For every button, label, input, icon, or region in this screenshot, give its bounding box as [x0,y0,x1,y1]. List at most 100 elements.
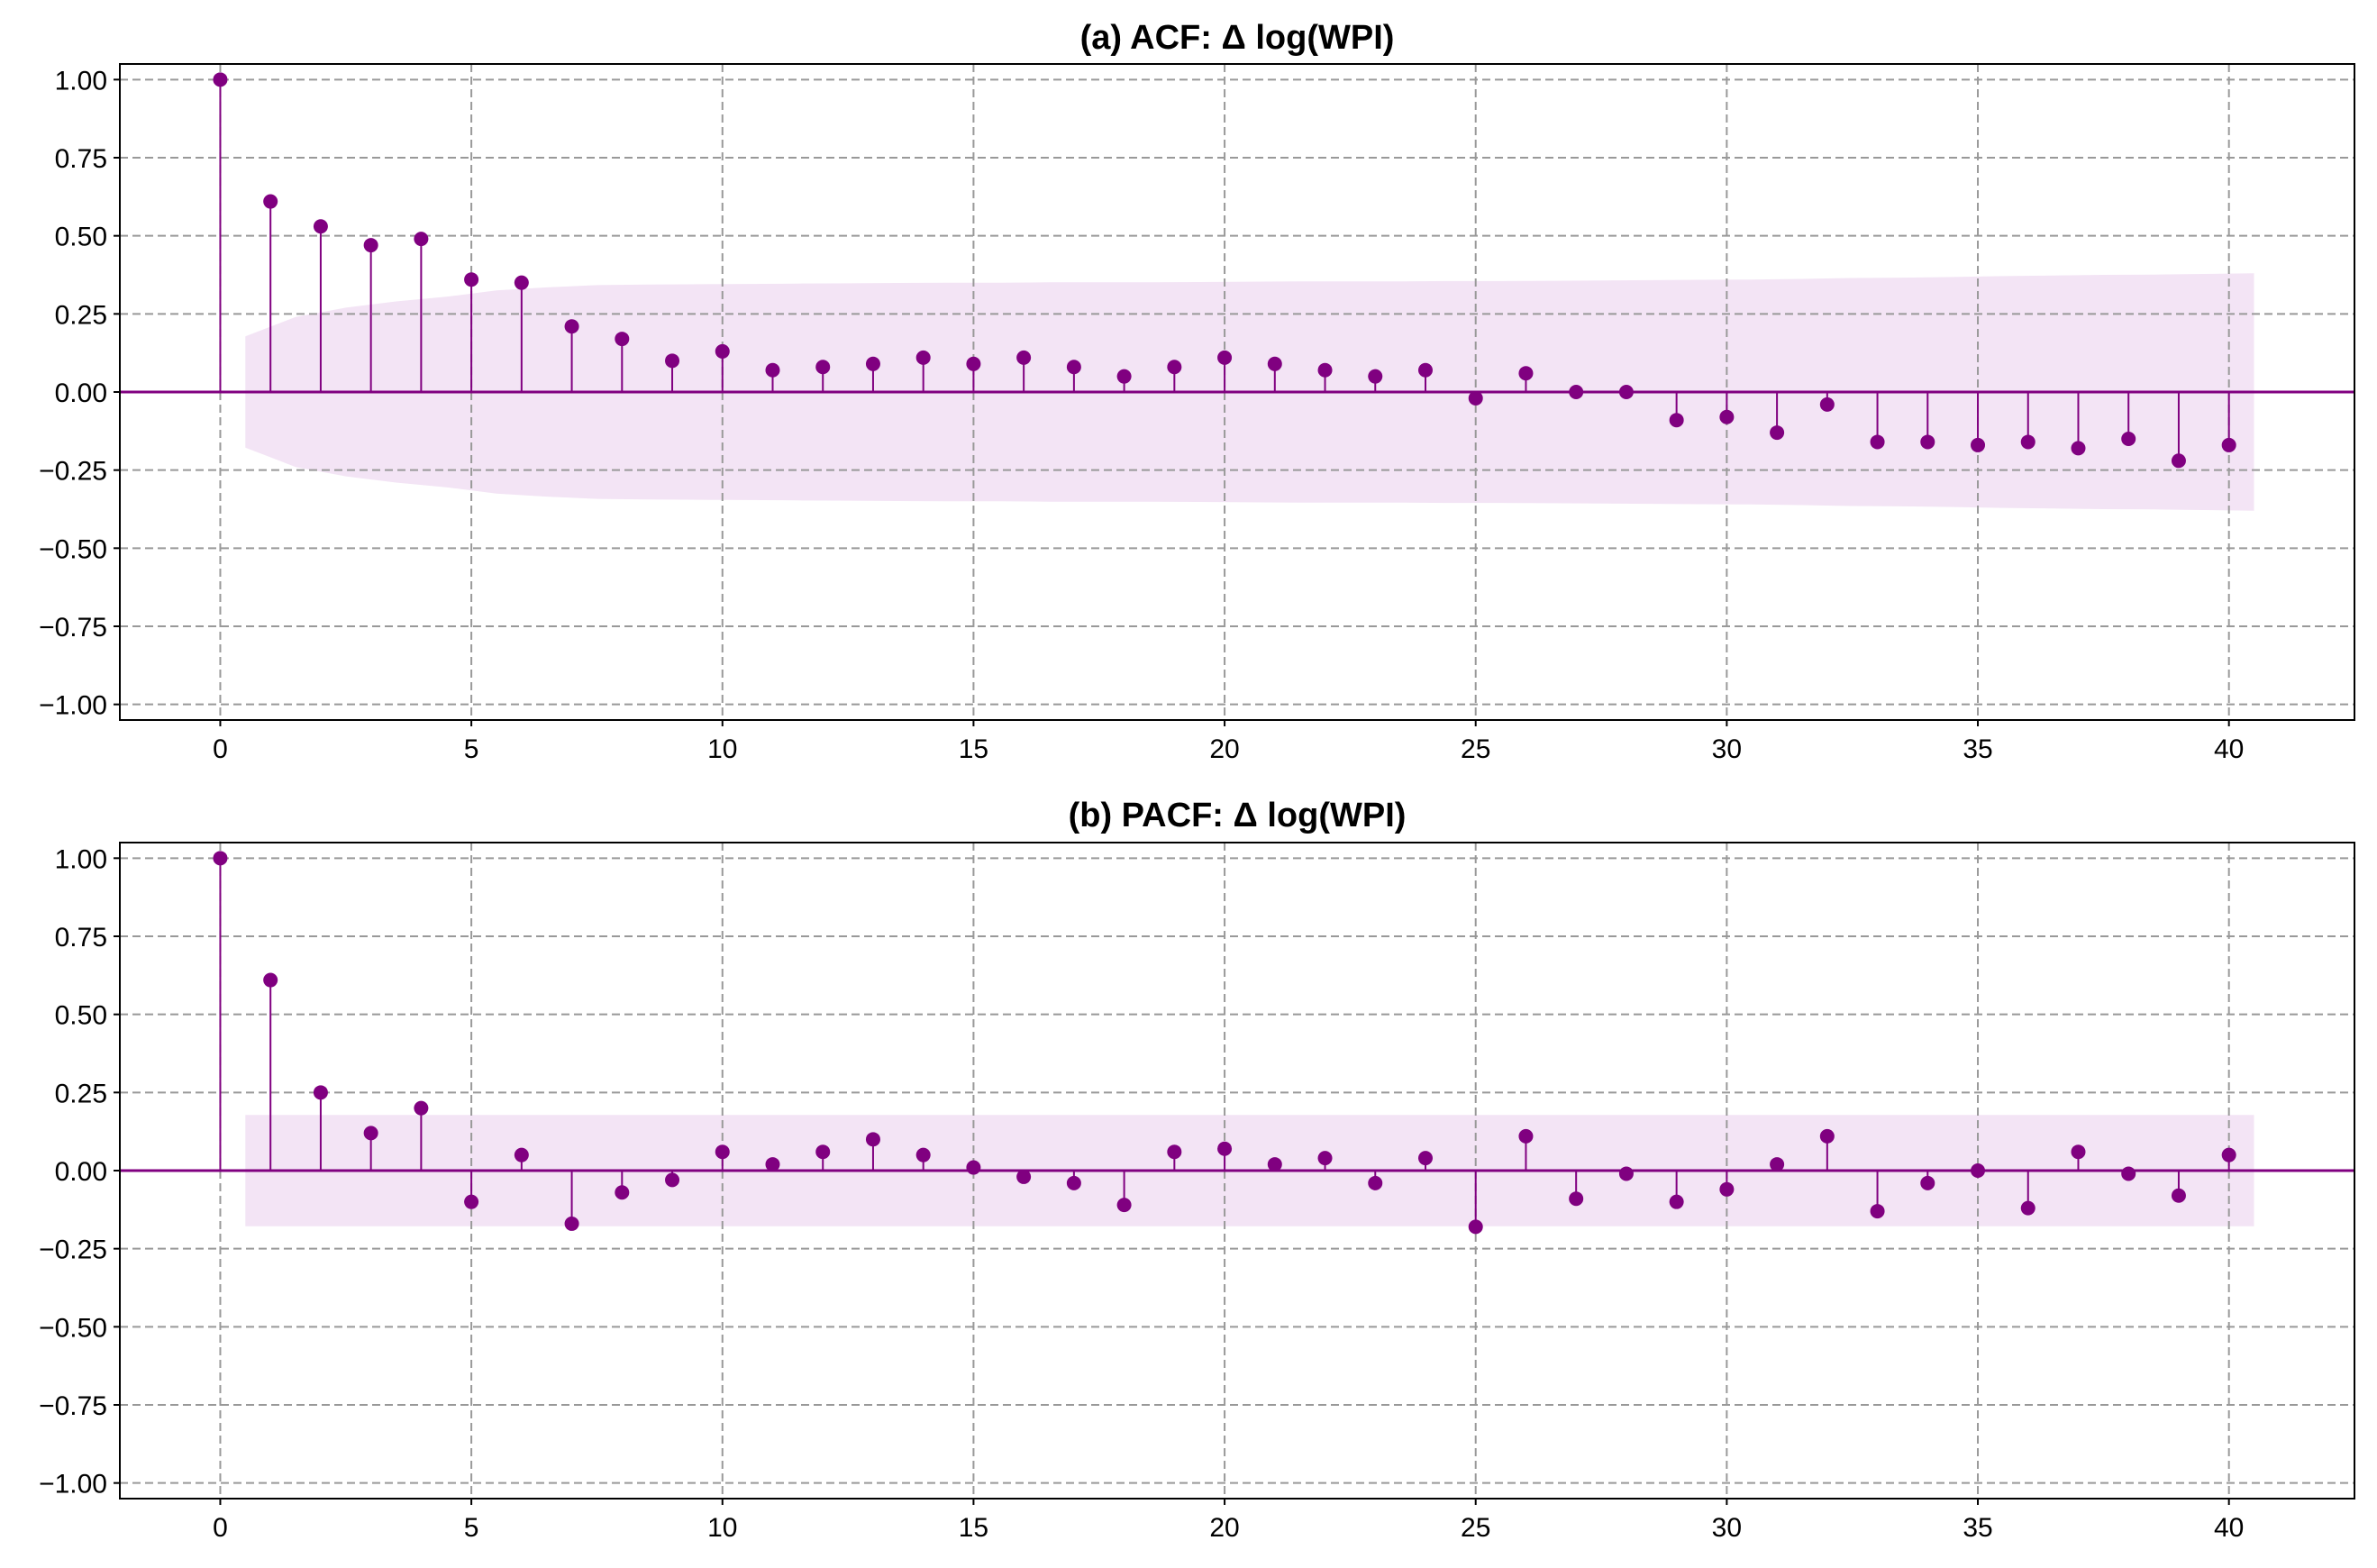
acf-marker-lag-3 [363,238,378,253]
acf-marker-lag-28 [1618,385,1634,399]
acf-x-tick-label: 0 [213,734,228,764]
acf-marker-lag-31 [1770,425,1785,441]
pacf-marker-lag-2 [313,1085,328,1100]
acf-marker-lag-17 [1066,360,1081,375]
pacf-marker-lag-24 [1417,1151,1433,1166]
acf-x-tick-label: 15 [959,734,988,764]
acf-x-tick-label: 40 [2214,734,2244,764]
pacf-marker-lag-15 [966,1160,981,1175]
acf-y-tick-labels: 1.00 0.75 0.50 0.25 0.00 −0.25 −0.50 −0.75 −1.00 [39,66,107,720]
acf-x-tick-label: 5 [464,734,479,764]
acf-marker-lag-35 [1971,437,1986,452]
acf-marker-lag-1 [263,194,278,209]
acf-y-tick-label: −0.50 [39,534,107,564]
pacf-x-tick-label: 40 [2214,1513,2244,1543]
pacf-marker-lag-18 [1116,1198,1132,1213]
pacf-marker-lag-22 [1317,1151,1333,1166]
acf-marker-lag-26 [1518,366,1534,381]
acf-x-tick-label: 10 [707,734,737,764]
pacf-markers [213,851,2236,1235]
pacf-y-tick-label: 1.00 [55,844,107,874]
acf-marker-lag-18 [1116,369,1132,384]
pacf-marker-lag-21 [1267,1157,1282,1172]
acf-marker-lag-23 [1368,369,1383,384]
acf-marker-lag-32 [1819,397,1835,412]
pacf-marker-lag-5 [464,1194,479,1209]
pacf-marker-lag-23 [1368,1175,1383,1190]
pacf-marker-lag-31 [1770,1157,1785,1172]
pacf-marker-lag-29 [1669,1194,1684,1209]
pacf-marker-lag-19 [1167,1144,1182,1160]
pacf-marker-lag-35 [1971,1163,1986,1178]
pacf-marker-lag-20 [1217,1141,1233,1156]
acf-marker-lag-40 [2221,437,2236,452]
pacf-marker-lag-37 [2071,1144,2086,1160]
pacf-x-tick-label: 10 [707,1513,737,1543]
pacf-marker-lag-39 [2171,1188,2186,1203]
pacf-x-tick-label: 35 [1963,1513,1992,1543]
acf-marker-lag-24 [1417,362,1433,378]
pacf-panel: (b) PACF: Δ log(WPI) 1.00 0.75 0.50 0.25 0.0… [39,797,2355,1543]
pacf-marker-lag-6 [514,1147,529,1162]
acf-marker-lag-22 [1317,362,1333,378]
pacf-x-tick-label: 5 [464,1513,479,1543]
pacf-y-tick-label: 0.00 [55,1157,107,1187]
pacf-y-tick-label: 0.50 [55,1001,107,1031]
acf-y-tick-label: 0.25 [55,300,107,330]
acf-marker-lag-15 [966,356,981,371]
pacf-x-tick-label: 15 [959,1513,988,1543]
acf-markers [213,72,2236,469]
acf-marker-lag-20 [1217,350,1233,365]
pacf-y-tick-label: 0.25 [55,1079,107,1108]
pacf-marker-lag-1 [263,972,278,988]
acf-y-tick-label: 0.00 [55,378,107,408]
pacf-y-tick-label: −0.75 [39,1391,107,1421]
pacf-marker-lag-0 [213,851,228,866]
acf-marker-lag-12 [815,360,831,375]
acf-marker-lag-19 [1167,360,1182,375]
acf-marker-lag-2 [313,219,328,234]
acf-axes [114,63,2355,726]
pacf-marker-lag-7 [564,1216,579,1231]
pacf-marker-lag-36 [2020,1200,2035,1216]
pacf-marker-lag-9 [665,1172,680,1188]
acf-marker-lag-38 [2121,432,2136,446]
acf-x-tick-label: 35 [1963,734,1992,764]
pacf-marker-lag-32 [1819,1128,1835,1144]
pacf-marker-lag-13 [865,1132,880,1147]
acf-marker-lag-21 [1267,356,1282,371]
pacf-x-tick-label: 0 [213,1513,228,1543]
pacf-y-tick-label: −0.50 [39,1313,107,1343]
pacf-marker-lag-16 [1016,1169,1032,1184]
pacf-axes [114,842,2355,1505]
acf-y-tick-label: −1.00 [39,691,107,721]
acf-marker-lag-39 [2171,453,2186,469]
pacf-x-tick-label: 20 [1209,1513,1239,1543]
acf-marker-lag-13 [865,356,880,371]
acf-marker-lag-7 [564,319,579,334]
acf-x-tick-labels: 0 5 10 15 20 25 30 35 40 [213,734,2244,764]
acf-y-tick-label: 0.50 [55,223,107,252]
pacf-y-tick-labels: 1.00 0.75 0.50 0.25 0.00 −0.25 −0.50 −0.75 −1.00 [39,844,107,1499]
pacf-marker-lag-4 [414,1100,429,1116]
acf-x-tick-label: 30 [1712,734,1742,764]
acf-marker-lag-36 [2020,434,2035,450]
pacf-marker-lag-3 [363,1126,378,1141]
pacf-marker-lag-17 [1066,1175,1081,1190]
pacf-title: (b) PACF: Δ log(WPI) [1069,797,1407,834]
pacf-marker-lag-12 [815,1144,831,1160]
acf-y-tick-label: 0.75 [55,144,107,174]
pacf-marker-lag-33 [1870,1204,1885,1219]
pacf-y-tick-label: −1.00 [39,1470,107,1500]
pacf-x-tick-label: 30 [1712,1513,1742,1543]
pacf-y-tick-label: 0.75 [55,923,107,953]
acf-marker-lag-9 [665,353,680,369]
pacf-marker-lag-30 [1719,1181,1735,1197]
pacf-marker-lag-8 [615,1185,630,1200]
acf-marker-lag-5 [464,272,479,287]
acf-marker-lag-29 [1669,413,1684,428]
pacf-marker-lag-25 [1468,1219,1483,1235]
acf-marker-lag-30 [1719,409,1735,424]
